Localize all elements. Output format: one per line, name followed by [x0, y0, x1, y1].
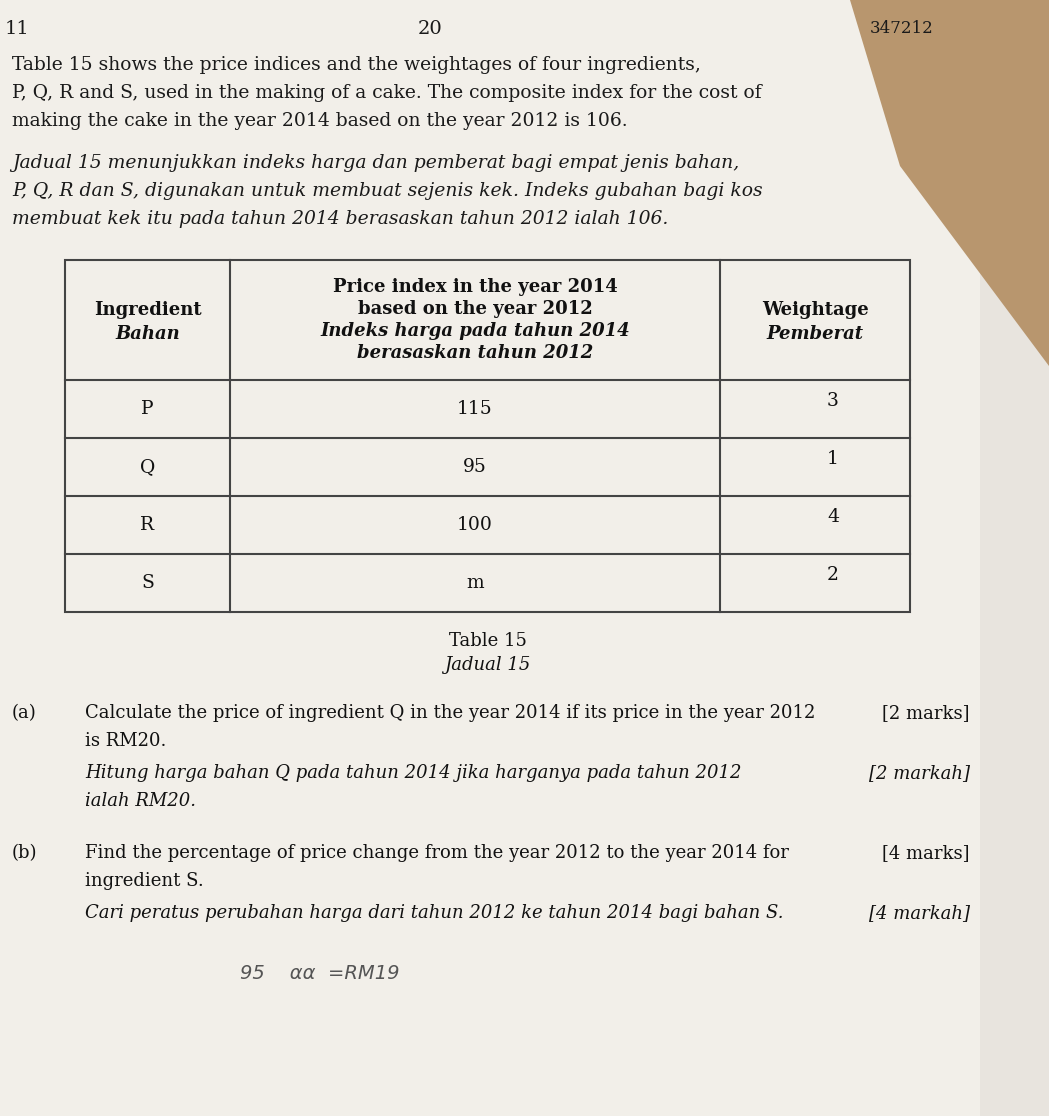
Text: S: S [141, 574, 154, 591]
Text: Weightage: Weightage [762, 301, 869, 319]
Text: ingredient S.: ingredient S. [85, 872, 204, 889]
Text: (a): (a) [12, 704, 37, 722]
Text: Cari peratus perubahan harga dari tahun 2012 ke tahun 2014 bagi bahan S.: Cari peratus perubahan harga dari tahun … [85, 904, 784, 922]
Text: Ingredient: Ingredient [93, 301, 201, 319]
Text: 2: 2 [827, 566, 839, 584]
Text: Table 15 shows the price indices and the weightages of four ingredients,: Table 15 shows the price indices and the… [12, 56, 701, 74]
Polygon shape [850, 0, 1049, 366]
Text: 3: 3 [827, 392, 839, 410]
Text: Price index in the year 2014: Price index in the year 2014 [333, 278, 618, 296]
Text: Table 15: Table 15 [449, 632, 527, 650]
Text: 115: 115 [457, 400, 493, 418]
Text: Q: Q [140, 458, 155, 477]
Text: [2 marks]: [2 marks] [882, 704, 970, 722]
Text: 95    αα  =RM19: 95 αα =RM19 [240, 964, 400, 983]
Text: Jadual 15: Jadual 15 [445, 656, 531, 674]
Text: making the cake in the year 2014 based on the year 2012 is 106.: making the cake in the year 2014 based o… [12, 112, 627, 129]
Text: 347212: 347212 [870, 20, 934, 37]
Text: Pemberat: Pemberat [767, 325, 863, 343]
Text: (b): (b) [12, 844, 38, 862]
Text: 20: 20 [418, 20, 443, 38]
Text: membuat kek itu pada tahun 2014 berasaskan tahun 2012 ialah 106.: membuat kek itu pada tahun 2014 berasask… [12, 210, 668, 228]
Text: Bahan: Bahan [115, 325, 179, 343]
Text: ialah RM20.: ialah RM20. [85, 792, 196, 810]
Text: 11: 11 [5, 20, 29, 38]
Text: berasaskan tahun 2012: berasaskan tahun 2012 [357, 344, 593, 362]
Text: [4 markah]: [4 markah] [869, 904, 970, 922]
Text: 95: 95 [463, 458, 487, 477]
Text: Jadual 15 menunjukkan indeks harga dan pemberat bagi empat jenis bahan,: Jadual 15 menunjukkan indeks harga dan p… [12, 154, 740, 172]
Text: Hitung harga bahan Q pada tahun 2014 jika harganya pada tahun 2012: Hitung harga bahan Q pada tahun 2014 jik… [85, 764, 742, 782]
Text: m: m [466, 574, 484, 591]
Text: Find the percentage of price change from the year 2012 to the year 2014 for: Find the percentage of price change from… [85, 844, 789, 862]
Text: 100: 100 [457, 516, 493, 533]
Text: 1: 1 [827, 450, 839, 468]
Text: based on the year 2012: based on the year 2012 [358, 300, 593, 318]
Text: Indeks harga pada tahun 2014: Indeks harga pada tahun 2014 [320, 323, 629, 340]
Text: P, Q, R and S, used in the making of a cake. The composite index for the cost of: P, Q, R and S, used in the making of a c… [12, 84, 762, 102]
Text: 4: 4 [827, 508, 839, 526]
Text: P: P [142, 400, 154, 418]
Text: is RM20.: is RM20. [85, 732, 167, 750]
Text: [2 markah]: [2 markah] [869, 764, 970, 782]
Text: R: R [141, 516, 154, 533]
Text: P, Q, R dan S, digunakan untuk membuat sejenis kek. Indeks gubahan bagi kos: P, Q, R dan S, digunakan untuk membuat s… [12, 182, 763, 200]
Text: Calculate the price of ingredient Q in the year 2014 if its price in the year 20: Calculate the price of ingredient Q in t… [85, 704, 815, 722]
Text: [4 marks]: [4 marks] [882, 844, 970, 862]
Bar [65, 260, 909, 612]
